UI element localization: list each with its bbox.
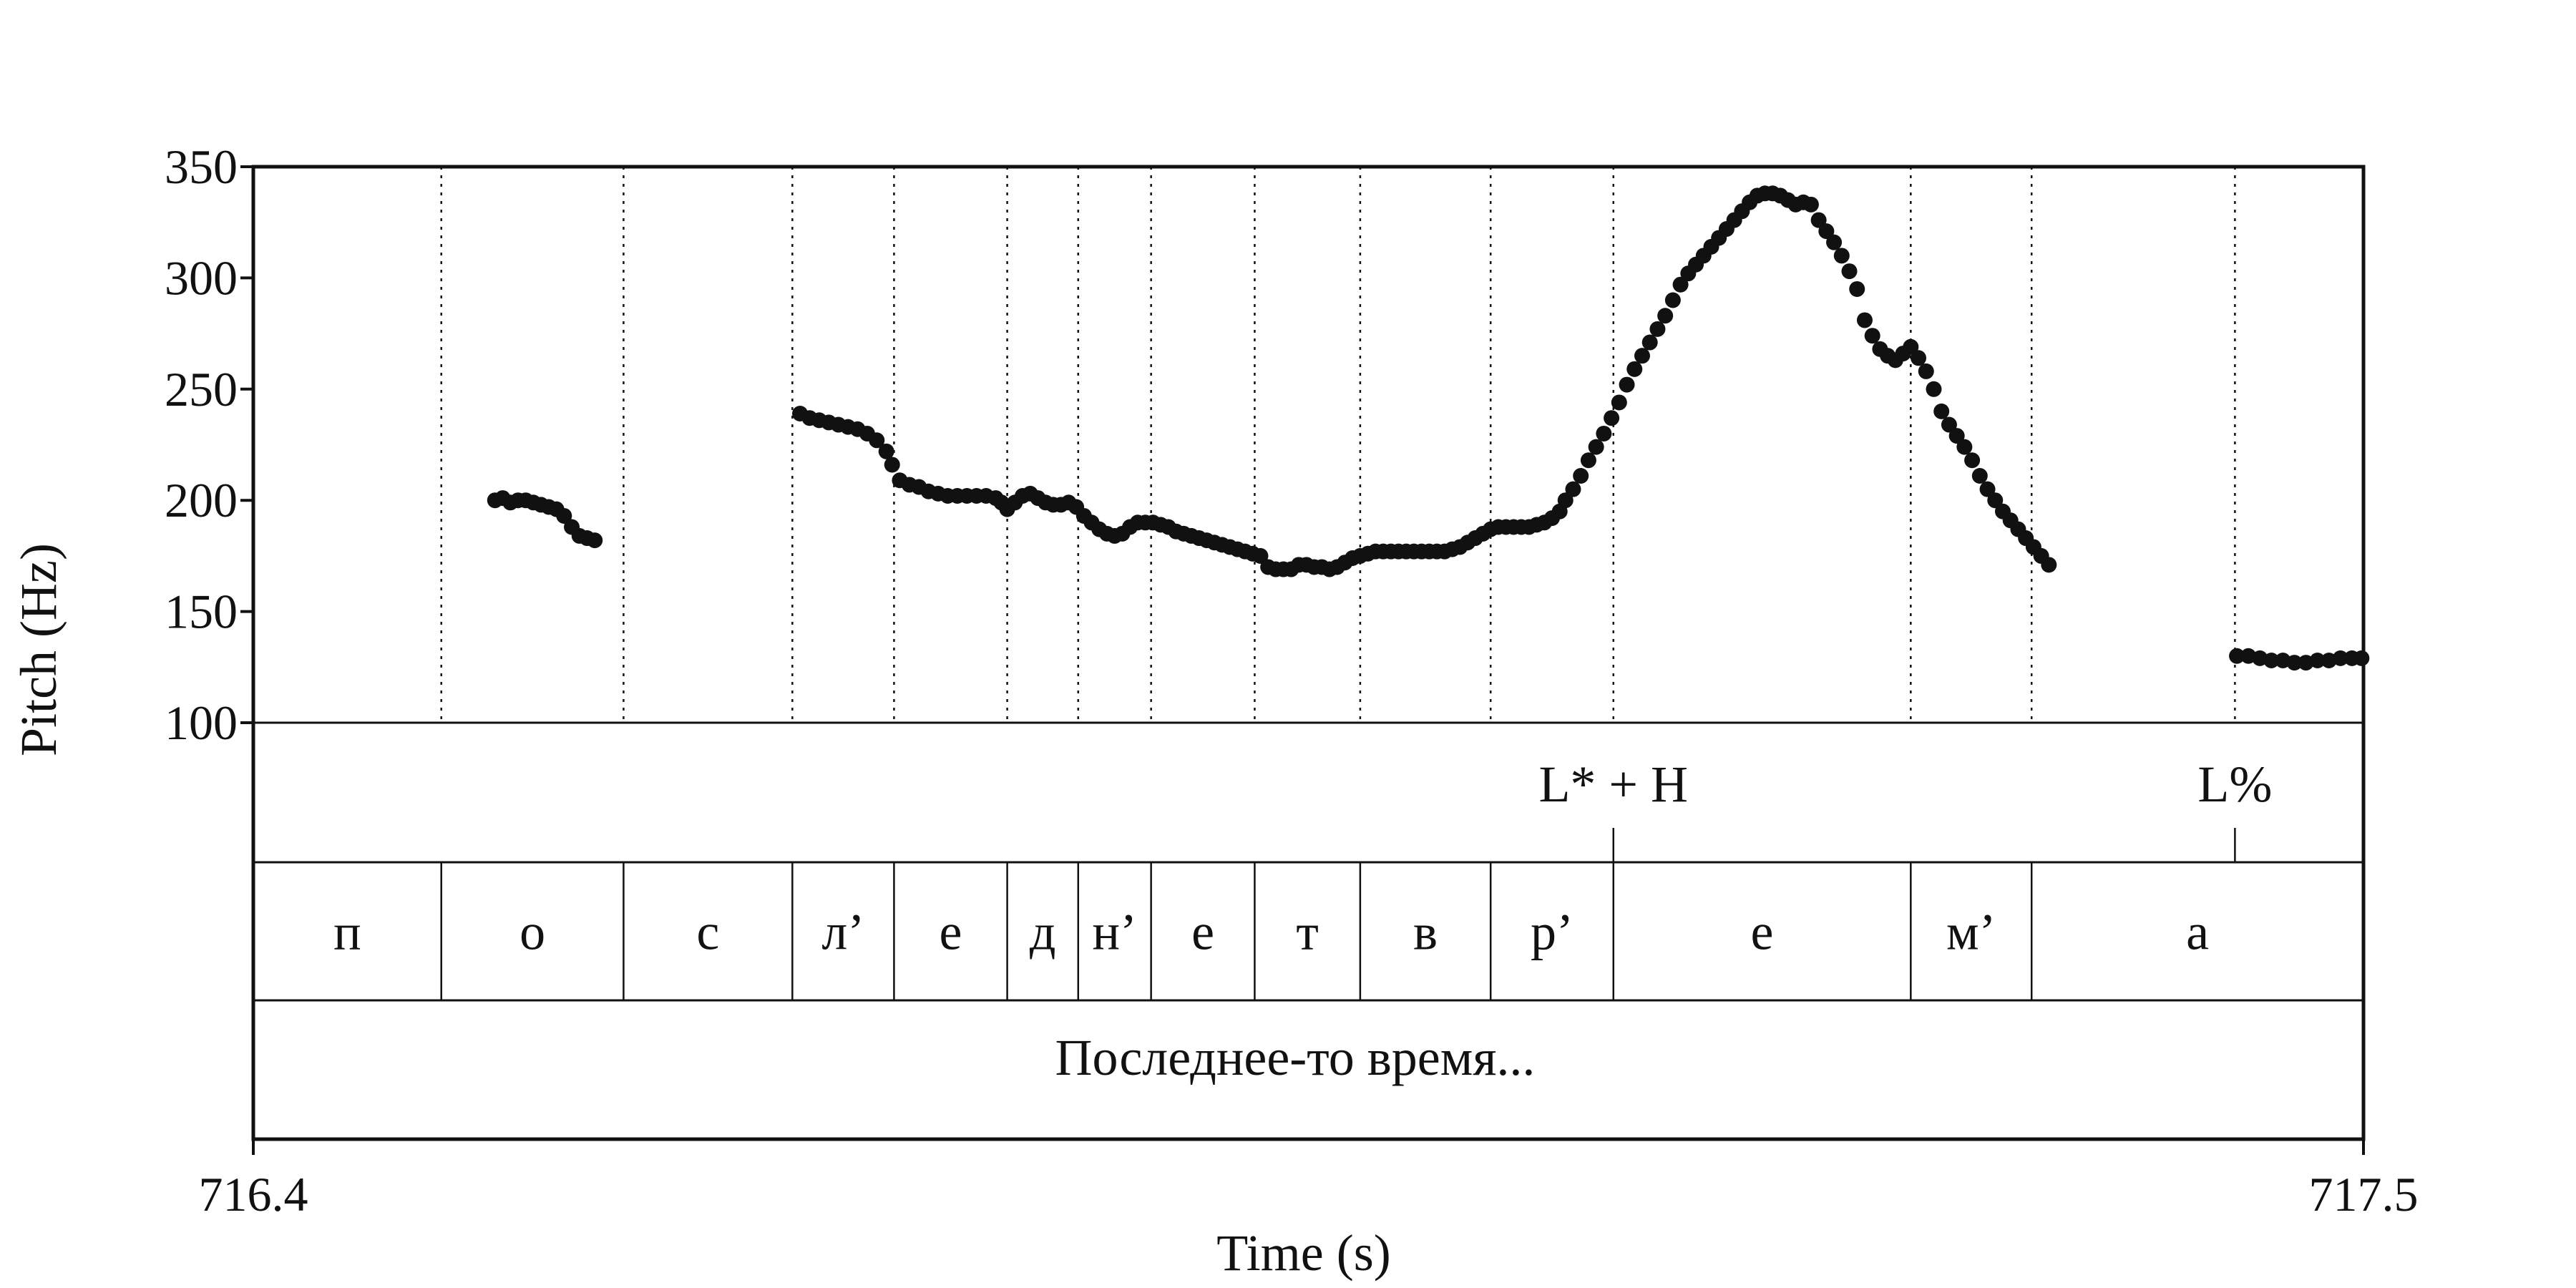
pitch-point — [878, 443, 894, 459]
pitch-point — [2229, 648, 2245, 664]
pitch-point — [1573, 468, 1589, 484]
pitch-point — [1596, 425, 1612, 441]
y-tick-label: 350 — [165, 140, 238, 194]
pitch-point — [1826, 234, 1843, 250]
pitch-point — [2286, 655, 2303, 671]
tone-label: L* + H — [1538, 756, 1688, 813]
pitch-point — [1911, 350, 1927, 366]
pitch-point — [2309, 652, 2326, 668]
text-labels: 350 300 250 200 150 100 716.4 717.5 п о с л’ е д н’ е т в… — [165, 140, 2419, 1221]
pitch-point — [1664, 292, 1681, 308]
pitch-point — [1841, 263, 1858, 280]
y-tick-label: 250 — [165, 362, 238, 416]
pitch-point — [1948, 428, 1965, 444]
pitch-point — [1657, 308, 1674, 324]
pitch-point — [1580, 452, 1596, 469]
segment-label: д — [1030, 904, 1056, 961]
x-tick-label: 716.4 — [199, 1167, 308, 1221]
y-axis-title: Pitch (Hz) — [10, 543, 67, 756]
segment-label: о — [519, 904, 545, 961]
segment-label: с — [696, 904, 719, 961]
pitch-point — [869, 432, 885, 449]
pitch-point — [1971, 468, 1988, 484]
pitch-point — [1611, 394, 1627, 411]
pitch-point — [1634, 348, 1650, 364]
pitch-point — [1926, 381, 1942, 397]
pitch-point — [1557, 492, 1574, 509]
pitch-point — [1810, 212, 1827, 228]
pitch-point — [2353, 650, 2370, 666]
segment-label: м’ — [1946, 904, 1996, 961]
x-tick-label: 717.5 — [2309, 1167, 2419, 1221]
pitch-point — [1672, 276, 1689, 293]
pitch-point — [1802, 196, 1819, 213]
pitch-point — [1849, 280, 1865, 297]
pitch-point — [1903, 338, 1919, 355]
pitch-point — [1252, 547, 1269, 564]
pitch-point — [1565, 481, 1581, 497]
y-tick-label: 100 — [165, 696, 238, 750]
pitch-point — [1818, 223, 1835, 240]
pitch-point — [884, 457, 900, 473]
pitch-point — [1856, 312, 1873, 328]
pitch-point — [2263, 652, 2280, 668]
pitch-point — [1626, 361, 1643, 377]
y-tick-label: 300 — [165, 250, 238, 305]
segment-label: р’ — [1531, 904, 1574, 961]
axis-ticks — [240, 165, 2365, 1155]
segment-label: т — [1296, 904, 1318, 961]
pitch-point — [556, 507, 572, 524]
segment-label: а — [2186, 904, 2209, 961]
segment-label: н’ — [1092, 904, 1137, 961]
pitch-point — [1619, 376, 1635, 393]
pitch-point — [1918, 363, 1934, 379]
pitch-point — [1604, 410, 1620, 426]
pitch-point — [1649, 321, 1666, 337]
y-tick-label: 200 — [165, 473, 238, 527]
segment-label: п — [333, 904, 361, 961]
pitch-point — [1941, 416, 1957, 433]
y-tick-label: 150 — [165, 585, 238, 639]
pitch-point — [587, 532, 603, 549]
pitch-points — [487, 185, 2370, 671]
tone-label: L% — [2197, 756, 2272, 813]
pitch-point — [1833, 248, 1850, 264]
pitch-point — [1964, 452, 1981, 469]
segment-label: в — [1413, 904, 1438, 961]
pitch-point — [1864, 328, 1880, 344]
tier-lines — [251, 165, 2366, 1141]
pitch-point — [1956, 439, 1973, 455]
pitch-point — [1979, 481, 1996, 497]
pitch-point — [1588, 439, 1604, 455]
pitch-point — [2041, 557, 2057, 573]
segment-label: е — [940, 904, 962, 961]
pitch-point — [1641, 334, 1658, 351]
pitch-point — [2332, 650, 2348, 666]
utterance-label: Последнее-то время... — [1055, 1029, 1536, 1086]
x-axis-title: Time (s) — [1216, 1224, 1390, 1282]
segment-boundaries — [440, 167, 2236, 1000]
segment-label: е — [1751, 904, 1774, 961]
pitch-point — [1933, 403, 1950, 419]
segment-label: л’ — [821, 904, 864, 961]
figure-frame — [251, 165, 2366, 1141]
pitch-point — [1987, 492, 2004, 509]
segment-label: е — [1191, 904, 1214, 961]
